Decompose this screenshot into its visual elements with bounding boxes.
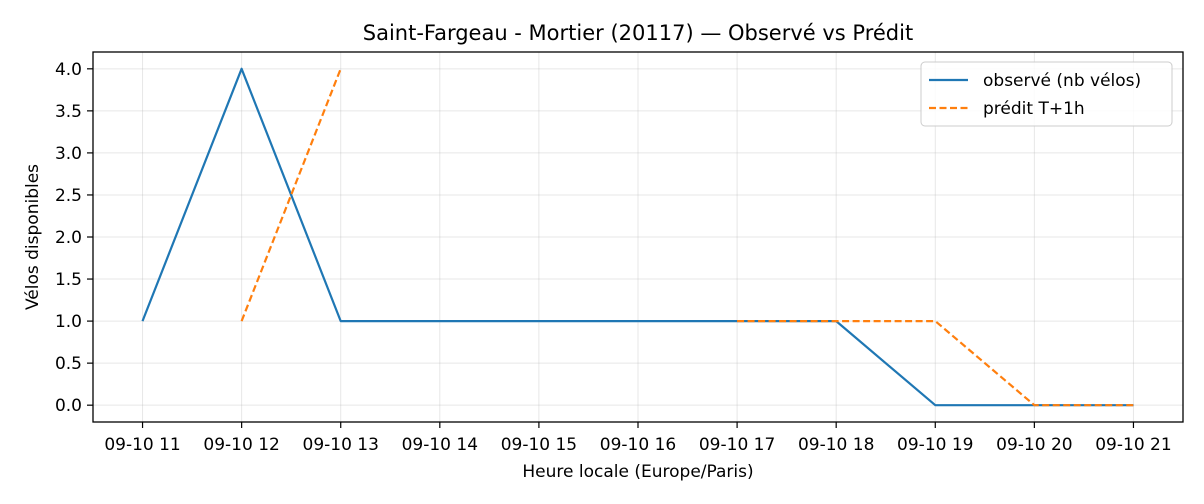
y-tick-label: 2.5 [55,186,82,206]
x-tick-label: 09-10 19 [897,435,973,455]
observed-series-line [141,67,1134,407]
x-tick-label: 09-10 17 [699,435,775,455]
y-tick-label: 0.0 [55,396,82,416]
x-axis-label: Heure locale (Europe/Paris) [522,462,753,482]
y-tick-label: 1.0 [55,312,82,332]
predicted-series-line [240,68,342,322]
series-lines [141,67,1134,407]
x-tick-label: 09-10 13 [303,435,379,455]
x-tick-label: 09-10 14 [402,435,478,455]
x-tick-label: 09-10 18 [798,435,874,455]
x-tick-label: 09-10 16 [600,435,676,455]
chart-title: Saint-Fargeau - Mortier (20117) — Observ… [363,21,913,45]
y-tick-label: 2.0 [55,228,82,248]
legend-label: prédit T+1h [983,99,1085,119]
x-axis-ticks: 09-10 11 09-10 12 09-10 13 09-10 14 09-10 15… [104,422,1172,455]
legend-box [920,61,1173,127]
x-tick-label: 09-10 12 [203,435,279,455]
y-tick-label: 3.5 [55,102,82,122]
legend: observé (nb vélos) prédit T+1h [920,61,1173,127]
x-tick-label: 09-10 15 [501,435,577,455]
predicted-series-line [737,320,1134,407]
y-axis-ticks: 0.0 0.5 1.0 1.5 2.0 2.5 3.0 3.5 4.0 [55,60,93,416]
y-tick-label: 1.5 [55,270,82,290]
y-tick-label: 4.0 [55,60,82,80]
y-tick-label: 0.5 [55,354,82,374]
y-axis-label: Vélos disponibles [23,164,43,310]
legend-label: observé (nb vélos) [983,71,1141,91]
x-tick-label: 09-10 21 [1095,435,1171,455]
y-tick-label: 3.0 [55,144,82,164]
x-tick-label: 09-10 20 [996,435,1072,455]
x-tick-label: 09-10 11 [104,435,180,455]
